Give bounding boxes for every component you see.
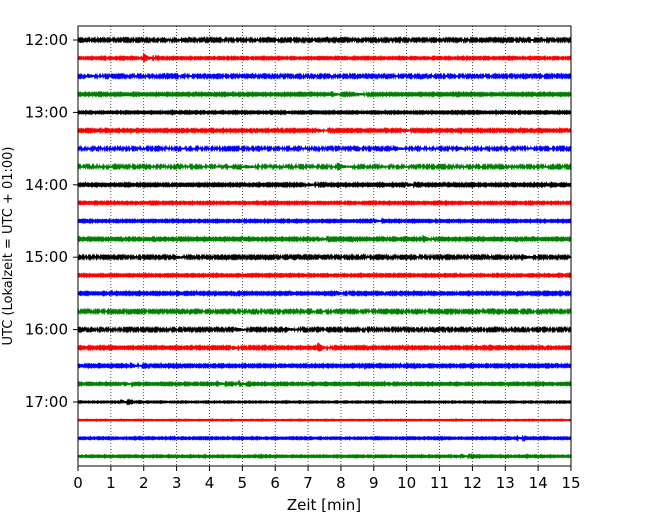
trace-1215: [77, 54, 572, 63]
traces: [77, 36, 572, 460]
y-tick-label: 16:00: [25, 321, 68, 339]
y-tick-label: 12:00: [25, 31, 68, 49]
trace-1730: [77, 434, 572, 443]
x-tick-label: 8: [336, 474, 346, 492]
trace-1330: [77, 144, 572, 153]
plot-frame: [77, 25, 572, 467]
trace-1230: [77, 72, 572, 81]
trace-1600: [77, 325, 572, 334]
y-tick-label: 17:00: [25, 393, 68, 411]
trace-1315: [77, 126, 572, 135]
trace-1530: [77, 289, 572, 298]
x-tick-label: 1: [106, 474, 116, 492]
trace-1515: [77, 271, 572, 279]
trace-1300: [77, 108, 572, 117]
x-tick-label: 11: [430, 474, 449, 492]
trace-1430: [77, 217, 572, 225]
plot-background: [78, 26, 571, 466]
trace-1500: [77, 253, 572, 262]
trace-1545: [77, 307, 572, 316]
trace-1445: [77, 235, 572, 244]
x-tick-label: 0: [73, 474, 83, 492]
x-tick-label: 4: [205, 474, 215, 492]
trace-1245: [77, 90, 572, 99]
trace-1700: [77, 398, 572, 406]
trace-1200: [77, 36, 572, 45]
y-tick-label: 15:00: [25, 248, 68, 266]
y-tick-label: 13:00: [25, 103, 68, 121]
trace-1345: [77, 162, 572, 171]
x-tick-label: 6: [270, 474, 280, 492]
y-axis-label: UTC (Lokalzeit = UTC + 01:00): [1, 147, 16, 346]
trace-1745: [77, 452, 572, 460]
x-tick-label: 12: [463, 474, 482, 492]
trace-1615: [77, 342, 572, 352]
y-tick-label: 14:00: [25, 176, 68, 194]
trace-1415: [77, 199, 572, 207]
trace-1645: [77, 380, 572, 388]
trace-1400: [77, 180, 572, 189]
y-axis: 12:00 13:00 14:00 15:00 16:00 17:00: [25, 31, 78, 411]
trace-1630: [77, 361, 572, 370]
x-tick-label: 7: [303, 474, 313, 492]
x-axis-label: Zeit [min]: [287, 496, 361, 514]
trace-1715: [77, 418, 572, 423]
x-axis: 0 1 2 3 4 5 6 7 8 9 10 11 12 13 14 15: [73, 466, 581, 492]
x-tick-label: 5: [238, 474, 248, 492]
x-tick-label: 13: [496, 474, 515, 492]
x-tick-label: 2: [139, 474, 149, 492]
x-tick-label: 14: [529, 474, 548, 492]
x-tick-label: 9: [369, 474, 379, 492]
x-tick-label: 10: [397, 474, 416, 492]
grid: [110, 26, 539, 466]
x-tick-label: 3: [172, 474, 182, 492]
x-tick-label: 15: [561, 474, 580, 492]
